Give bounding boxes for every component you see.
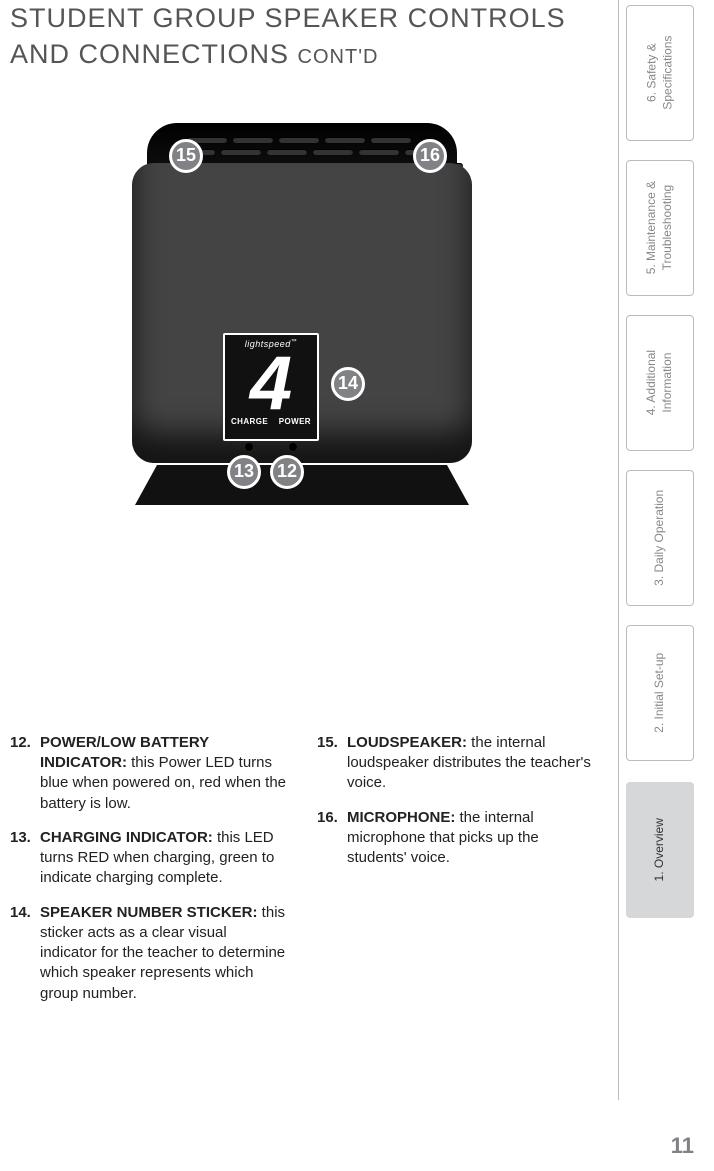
label-power: POWER [279,417,311,426]
diagram-container: lightspeed™ 4 CHARGE POWER 15 16 14 13 1… [10,123,594,523]
tab-maintenance[interactable]: 5. Maintenance &Troubleshooting [626,160,694,296]
left-column: 12. POWER/LOW BATTERY INDICATOR: this Po… [10,733,287,1018]
side-tabs: 6. Safety &Specifications 5. Maintenance… [614,0,714,1171]
tab-label: 4. AdditionalInformation [644,350,675,415]
item-number: 12. [10,733,40,814]
callout-14: 14 [331,367,365,401]
tab-daily[interactable]: 3. Daily Operation [626,470,694,606]
item-15: 15. LOUDSPEAKER: the internal loudspeake… [317,733,594,794]
tab-additional[interactable]: 4. AdditionalInformation [626,315,694,451]
title-line1: STUDENT GROUP SPEAKER CONTROLS [10,3,566,33]
item-number: 16. [317,808,347,869]
title-line2: AND CONNECTIONS [10,39,289,69]
tab-safety[interactable]: 6. Safety &Specifications [626,5,694,141]
item-12: 12. POWER/LOW BATTERY INDICATOR: this Po… [10,733,287,814]
tab-label: 6. Safety &Specifications [644,36,675,110]
item-body: LOUDSPEAKER: the internal loudspeaker di… [347,733,594,794]
item-number: 14. [10,903,40,1004]
charge-led [245,443,253,451]
page-number: 11 [671,1133,694,1159]
item-body: CHARGING INDICATOR: this LED turns RED w… [40,828,287,889]
title-contd: CONT'D [298,46,379,68]
item-14: 14. SPEAKER NUMBER STICKER: this sticker… [10,903,287,1004]
power-led [289,443,297,451]
grille-row [187,137,411,143]
tab-overview[interactable]: 1. Overview [626,782,694,918]
item-body: MICROPHONE: the internal microphone that… [347,808,594,869]
callout-16: 16 [413,139,447,173]
tab-label: 1. Overview [652,818,668,881]
item-lead: SPEAKER NUMBER STICKER: [40,904,258,921]
description-columns: 12. POWER/LOW BATTERY INDICATOR: this Po… [10,733,594,1018]
item-number: 13. [10,828,40,889]
item-number: 15. [317,733,347,794]
callout-12: 12 [270,455,304,489]
page-title: STUDENT GROUP SPEAKER CONTROLS AND CONNE… [10,0,594,73]
speaker-panel: lightspeed™ 4 CHARGE POWER [223,333,319,441]
item-lead: CHARGING INDICATOR: [40,829,213,846]
item-body: SPEAKER NUMBER STICKER: this sticker act… [40,903,287,1004]
item-16: 16. MICROPHONE: the internal microphone … [317,808,594,869]
tab-label: 3. Daily Operation [652,490,668,586]
callout-13: 13 [227,455,261,489]
panel-number: 4 [225,351,317,417]
speaker-diagram: lightspeed™ 4 CHARGE POWER 15 16 14 13 1… [127,123,477,523]
item-lead: LOUDSPEAKER: [347,734,467,751]
item-lead: MICROPHONE: [347,809,455,826]
item-body: POWER/LOW BATTERY INDICATOR: this Power … [40,733,287,814]
tab-setup[interactable]: 2. Initial Set-up [626,625,694,761]
tab-label: 2. Initial Set-up [652,653,668,733]
item-13: 13. CHARGING INDICATOR: this LED turns R… [10,828,287,889]
callout-15: 15 [169,139,203,173]
label-charge: CHARGE [231,417,268,426]
grille-row [175,149,445,155]
right-column: 15. LOUDSPEAKER: the internal loudspeake… [317,733,594,1018]
tab-label: 5. Maintenance &Troubleshooting [644,181,675,274]
main-content: STUDENT GROUP SPEAKER CONTROLS AND CONNE… [0,0,614,1171]
